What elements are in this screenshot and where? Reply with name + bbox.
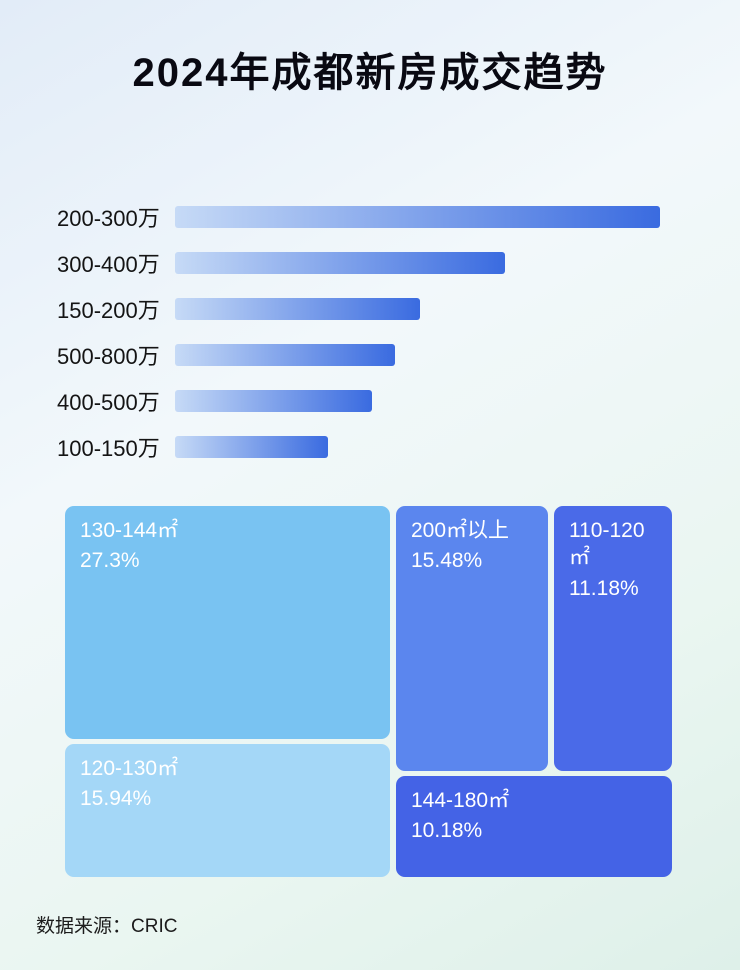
- bar-row: 100-150万: [57, 424, 740, 470]
- treemap-cell-label: 130-144㎡: [80, 519, 179, 542]
- bar: [175, 206, 660, 228]
- bar: [175, 298, 420, 320]
- bar-category-label: 100-150万: [57, 436, 160, 461]
- bar: [175, 252, 505, 274]
- treemap-cell-percent: 27.3%: [80, 549, 140, 573]
- treemap-cell-percent: 11.18%: [569, 576, 639, 600]
- bar-row: 400-500万: [57, 378, 740, 424]
- data-source: 数据来源：CRIC: [36, 916, 178, 937]
- treemap-cell-130-144: 130-144㎡ 27.3%: [65, 506, 390, 739]
- page-title: 2024年成都新房成交趋势: [132, 51, 608, 95]
- treemap-cell-label: 110-120㎡: [569, 519, 645, 570]
- bar: [175, 344, 396, 366]
- bar-track: [175, 390, 660, 412]
- treemap-cell-label: 200㎡以上: [411, 519, 510, 542]
- treemap-cell-110-120: 110-120㎡ 11.18%: [554, 506, 672, 771]
- area-treemap: 130-144㎡ 27.3% 120-130㎡ 15.94% 200㎡以上 15…: [65, 506, 672, 877]
- bar-row: 500-800万: [57, 332, 740, 378]
- treemap-cell-percent: 15.48%: [411, 549, 483, 573]
- bar-category-label: 300-400万: [57, 252, 160, 277]
- bar-category-label: 150-200万: [57, 298, 160, 323]
- bar-category-label: 500-800万: [57, 344, 160, 369]
- treemap-cell-144-180: 144-180㎡ 10.18%: [396, 776, 672, 877]
- treemap-cell-percent: 15.94%: [80, 787, 152, 811]
- bar: [175, 436, 328, 458]
- treemap-cell-label: 144-180㎡: [411, 789, 510, 812]
- price-bar-chart: 200-300万 300-400万 150-200万 500-800万 400-500万…: [0, 194, 740, 470]
- treemap-cell-percent: 10.18%: [411, 819, 483, 843]
- bar-track: [175, 344, 660, 366]
- treemap-cell-label: 120-130㎡: [80, 757, 179, 780]
- bar: [175, 390, 372, 412]
- bar-track: [175, 298, 660, 320]
- treemap-cell-120-130: 120-130㎡ 15.94%: [65, 744, 390, 877]
- bar-row: 150-200万: [57, 286, 740, 332]
- treemap-cell-200-plus: 200㎡以上 15.48%: [396, 506, 548, 771]
- bar-row: 200-300万: [57, 194, 740, 240]
- bar-track: [175, 252, 660, 274]
- bar-track: [175, 436, 660, 458]
- bar-category-label: 400-500万: [57, 390, 160, 415]
- bar-category-label: 200-300万: [57, 206, 160, 231]
- bar-track: [175, 206, 660, 228]
- bar-row: 300-400万: [57, 240, 740, 286]
